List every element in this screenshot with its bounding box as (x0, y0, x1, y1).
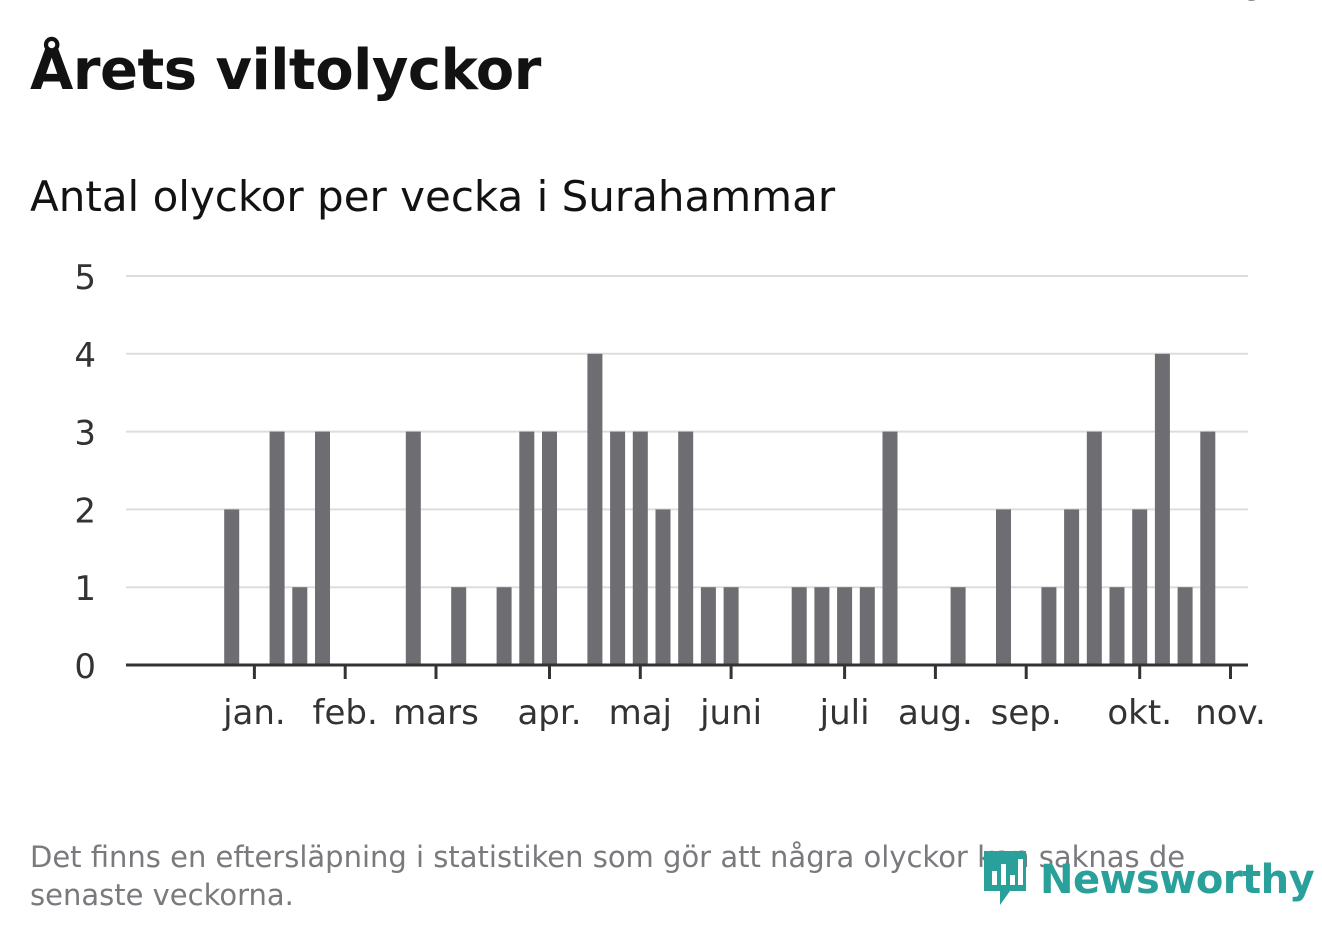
x-tick-label: feb. (313, 693, 378, 733)
bar (1086, 431, 1102, 665)
brand: Newsworthy (980, 847, 1315, 913)
bar (678, 431, 694, 665)
y-tick-label: 2 (74, 491, 96, 531)
y-tick-label: 1 (74, 569, 96, 609)
y-tick-label: 0 (74, 647, 96, 687)
y-tick-label: 5 (74, 258, 96, 298)
x-tick-label: juni (699, 693, 762, 733)
bar (315, 431, 330, 665)
bar (996, 509, 1011, 665)
bar (292, 587, 308, 665)
bar (587, 353, 603, 665)
x-tick-label: jan. (222, 693, 286, 733)
bar (1154, 353, 1170, 665)
x-tick-label: mars (393, 693, 479, 733)
bar (224, 509, 240, 665)
bar (1177, 587, 1193, 665)
bar (519, 431, 535, 665)
x-tick-label: nov. (1195, 693, 1266, 733)
chart-subtitle: Antal olyckor per vecka i Surahammar (30, 172, 836, 221)
bar (1064, 509, 1080, 665)
bar (610, 431, 626, 665)
y-tick-label: 4 (74, 336, 96, 376)
bar (632, 431, 648, 665)
x-tick-label: sep. (991, 693, 1062, 733)
bar (269, 431, 285, 665)
bar (950, 587, 966, 665)
bar (1109, 587, 1125, 665)
brand-name: Newsworthy (1040, 857, 1315, 903)
bar (791, 587, 807, 665)
bar (1041, 587, 1057, 665)
bar (700, 587, 716, 665)
bar (451, 587, 467, 665)
bar (655, 509, 671, 665)
bar (882, 431, 898, 665)
bar (542, 431, 557, 665)
x-tick-label: apr. (517, 693, 581, 733)
bar (859, 587, 875, 665)
bar (1132, 509, 1148, 665)
bar (1200, 431, 1216, 665)
bar (496, 587, 512, 665)
x-tick-label: juli (819, 693, 870, 733)
x-tick-label: maj (609, 693, 672, 733)
data-label: 3 (1243, 0, 1263, 8)
bar (814, 587, 830, 665)
y-tick-label: 3 (74, 414, 96, 454)
newsworthy-logo-icon (980, 847, 1030, 913)
bar (405, 431, 421, 665)
bar-chart: 0 1 2 3 4 5 jan. feb. mars apr. maj juni juli aug. sep… (74, 0, 1266, 733)
chart-title: Årets viltolyckor (30, 38, 541, 103)
bar (837, 587, 853, 665)
bar (723, 587, 739, 665)
x-tick-label: okt. (1107, 693, 1172, 733)
x-tick-label: aug. (898, 693, 973, 733)
